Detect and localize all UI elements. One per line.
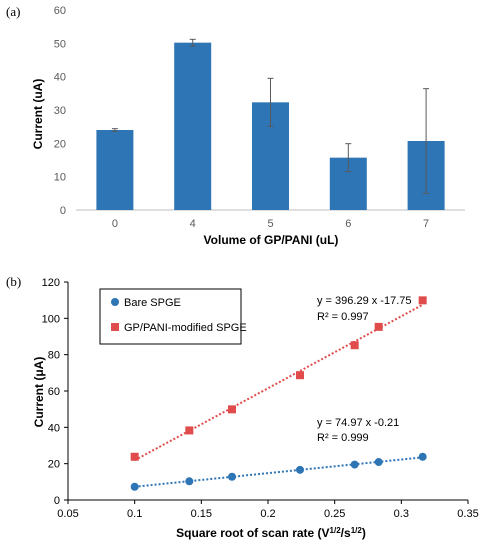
equation-gp-pani: y = 396.29 x -17.75 xyxy=(317,295,411,307)
x-tick-label: 0.05 xyxy=(57,508,78,520)
data-point xyxy=(130,482,139,491)
y-tick-label: 40 xyxy=(54,72,66,84)
y-tick-label: 20 xyxy=(54,138,66,150)
trendline xyxy=(134,456,423,488)
r2-bare: R² = 0.999 xyxy=(317,432,369,444)
x-tick-label: 0.2 xyxy=(260,508,275,520)
panel-a-x-axis-title: Volume of GP/PANI (uL) xyxy=(204,233,339,247)
data-point xyxy=(350,460,359,469)
y-tick-label: 20 xyxy=(48,459,60,471)
y-tick-label: 60 xyxy=(54,5,66,17)
x-tick-label: 0.15 xyxy=(191,508,212,520)
y-tick-label: 0 xyxy=(54,495,60,507)
data-point xyxy=(185,477,194,486)
data-point xyxy=(185,426,194,435)
data-point xyxy=(130,452,139,461)
y-tick-label: 100 xyxy=(42,313,60,325)
bar xyxy=(174,42,212,210)
bar-chart-panel-a: (a) Current (uA) Volume of GP/PANI (uL) … xyxy=(6,4,465,247)
y-tick-label: 80 xyxy=(48,350,60,362)
legend: Bare SPGE GP/PANI-modified SPGE xyxy=(99,288,247,345)
legend-box xyxy=(99,288,242,345)
legend-marker-gp-pani xyxy=(111,323,119,331)
series-bare-spge xyxy=(130,452,427,491)
x-tick-label: 6 xyxy=(345,218,351,230)
y-tick-label: 10 xyxy=(54,172,66,184)
panel-b-label: (b) xyxy=(6,274,21,289)
panel-b-x-axis-title: Square root of scan rate (V1/2/s1/2) xyxy=(176,526,366,540)
y-tick-label: 60 xyxy=(48,386,60,398)
legend-label-bare: Bare SPGE xyxy=(124,297,181,309)
x-tick-label: 5 xyxy=(267,218,273,230)
data-point xyxy=(374,458,383,467)
y-tick-label: 40 xyxy=(48,422,60,434)
x-tick-label: 4 xyxy=(190,218,196,230)
x-tick-label: 0.3 xyxy=(394,508,409,520)
y-tick-label: 0 xyxy=(60,205,66,217)
data-point xyxy=(350,341,359,350)
data-point xyxy=(296,465,304,474)
equation-bare: y = 74.97 x -0.21 xyxy=(317,417,399,429)
legend-marker-bare xyxy=(111,298,119,306)
x-tick-label: 0.25 xyxy=(324,508,345,520)
r2-gp-pani: R² = 0.997 xyxy=(317,311,369,323)
y-tick-label: 30 xyxy=(54,105,66,117)
panel-b-y-axis-title: Current (μA) xyxy=(32,357,46,428)
data-point xyxy=(296,371,304,380)
data-point xyxy=(418,296,427,305)
data-point xyxy=(418,452,427,461)
data-point xyxy=(374,322,383,331)
legend-label-gp-pani: GP/PANI-modified SPGE xyxy=(124,322,247,334)
panel-a-label: (a) xyxy=(6,4,20,19)
x-tick-label: 0 xyxy=(112,218,118,230)
y-tick-label: 50 xyxy=(54,38,66,50)
y-tick-label: 120 xyxy=(42,277,60,289)
x-tick-label: 0.35 xyxy=(457,508,478,520)
x-tick-label: 7 xyxy=(423,218,429,230)
data-point xyxy=(228,405,236,414)
scatter-chart-panel-b: (b) Current (μA) Square root of scan rat… xyxy=(6,274,479,540)
panel-a-y-axis-title: Current (uA) xyxy=(31,79,45,150)
data-point xyxy=(228,472,236,481)
bar xyxy=(96,130,134,210)
series-gp-pani-modified-spge xyxy=(130,296,427,462)
x-tick-label: 0.1 xyxy=(127,508,142,520)
